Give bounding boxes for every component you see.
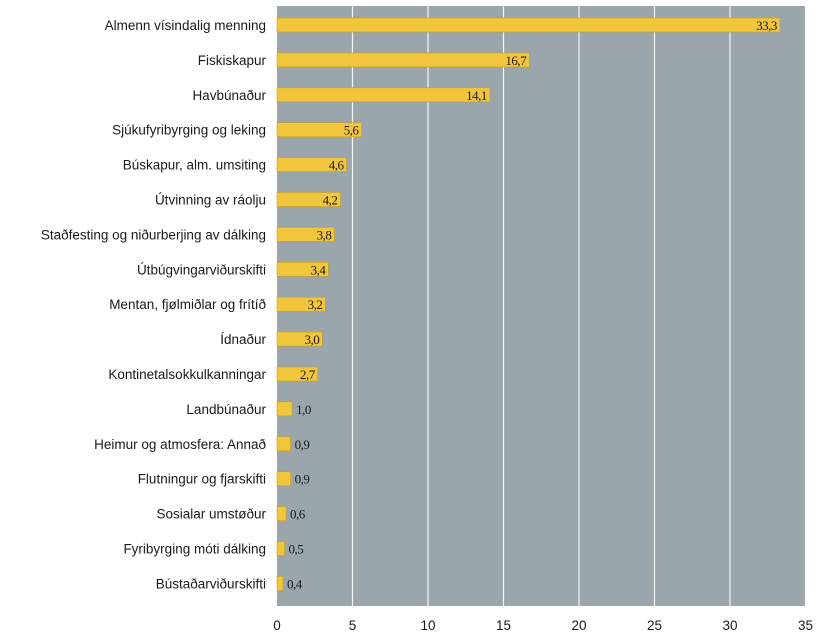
category-label: Ídnaður [220, 332, 266, 347]
category-label: Landbúnaður [186, 402, 266, 417]
category-label: Útbúgvingarviðurskifti [137, 262, 266, 277]
category-label: Mentan, fjølmiðlar og frítíð [109, 297, 266, 312]
bar [276, 576, 284, 591]
bar [276, 192, 341, 207]
bar [276, 401, 293, 417]
category-label: Búskapur, alm. umsiting [123, 158, 266, 173]
data-label: 0,4 [287, 576, 303, 591]
bar [276, 541, 285, 556]
x-axis-ticks: 0 5 10 15 20 25 30 35 [273, 618, 813, 633]
category-label: Útvinning av ráolju [155, 193, 266, 208]
category-label: Kontinetalsokkulkanningar [108, 367, 266, 382]
x-tick-label: 5 [349, 618, 357, 633]
bar [276, 366, 319, 382]
x-tick-label: 25 [647, 618, 662, 633]
data-label: 3,0 [305, 332, 320, 347]
gridlines [351, 6, 807, 606]
category-label: Fyribyrging móti dálking [123, 542, 266, 557]
data-label: 0,9 [295, 472, 310, 487]
category-label: Staðfesting og niðurberjing av dálking [41, 227, 266, 242]
data-label: 5,6 [344, 123, 360, 138]
data-label: 0,5 [289, 542, 304, 557]
data-label: 0,6 [290, 507, 306, 522]
data-label: 33,3 [756, 18, 777, 33]
bar [276, 87, 491, 103]
x-tick-label: 0 [273, 618, 281, 633]
x-tick-label: 15 [496, 618, 511, 633]
data-label: 3,8 [317, 227, 332, 242]
category-label: Heimur og atmosfera: Annað [94, 437, 266, 452]
data-label: 3,2 [308, 297, 323, 312]
category-label: Fiskiskapur [198, 53, 267, 68]
x-tick-label: 30 [722, 618, 737, 633]
data-label: 4,6 [329, 158, 345, 173]
category-label: Sosialar umstøður [156, 507, 266, 522]
bar [276, 157, 347, 172]
data-label: 1,0 [296, 402, 311, 417]
data-label: 0,9 [295, 437, 310, 452]
data-label: 2,7 [300, 367, 316, 382]
bar [276, 227, 335, 242]
category-label: Sjúkufyribyrging og leking [112, 123, 266, 138]
bar [276, 471, 291, 487]
x-tick-label: 10 [420, 618, 435, 633]
bar [276, 331, 323, 347]
bar [276, 17, 781, 33]
category-label: Almenn vísindalig menning [105, 18, 266, 33]
bar [276, 122, 362, 137]
x-tick-label: 35 [798, 618, 813, 633]
bar [276, 261, 329, 277]
bar [276, 436, 291, 452]
category-label: Bústaðarviðurskifti [156, 576, 266, 591]
category-label: Flutningur og fjarskifti [138, 472, 266, 487]
x-tick-label: 20 [571, 618, 586, 633]
value-labels: 33,3 16,7 14,1 5,6 4,6 4,2 3,8 3,4 3,2 3,0 2,7 1,0 0… [287, 18, 777, 591]
bar [276, 506, 287, 521]
category-labels: Almenn vísindalig menning Fiskiskapur Havb… [41, 18, 267, 591]
data-label: 14,1 [466, 88, 487, 103]
data-label: 3,4 [311, 262, 327, 277]
data-label: 4,2 [323, 193, 338, 208]
bar [276, 52, 530, 68]
category-label: Havbúnaður [192, 88, 266, 103]
bar [276, 296, 326, 312]
data-label: 16,7 [505, 53, 527, 68]
bars [276, 17, 781, 591]
plot-area [277, 6, 806, 606]
